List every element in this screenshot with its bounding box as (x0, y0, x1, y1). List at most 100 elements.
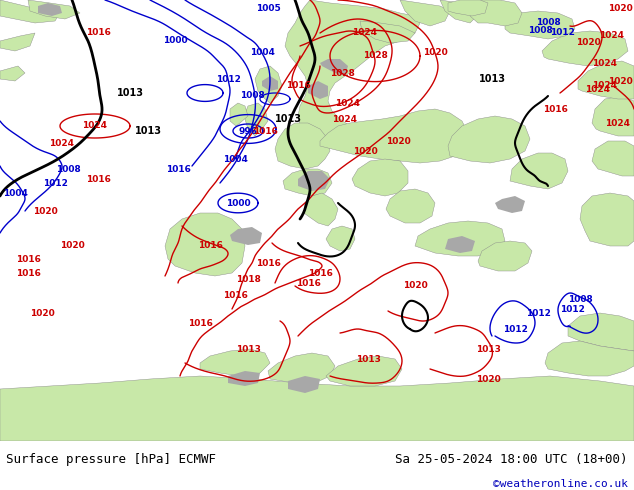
Text: 1016: 1016 (16, 269, 41, 277)
Text: 1012: 1012 (216, 74, 240, 83)
Polygon shape (495, 196, 525, 213)
Polygon shape (268, 353, 335, 383)
Text: 1024: 1024 (335, 98, 361, 107)
Polygon shape (230, 227, 262, 245)
Text: 1016: 1016 (252, 126, 278, 136)
Polygon shape (0, 376, 634, 441)
Text: 1004: 1004 (250, 49, 275, 57)
Text: 1020: 1020 (60, 242, 84, 250)
Text: 1013: 1013 (236, 344, 261, 353)
Polygon shape (0, 33, 35, 51)
Text: 1000: 1000 (226, 198, 250, 207)
Text: 1024: 1024 (49, 139, 75, 147)
Text: 1024: 1024 (605, 119, 630, 127)
Polygon shape (505, 11, 575, 39)
Polygon shape (542, 31, 628, 66)
Text: 1008: 1008 (536, 19, 560, 27)
Polygon shape (230, 103, 248, 126)
Polygon shape (386, 189, 435, 223)
Text: 1020: 1020 (353, 147, 377, 155)
Text: 1005: 1005 (256, 4, 280, 14)
Polygon shape (228, 371, 260, 386)
Text: 1013: 1013 (275, 114, 302, 124)
Text: 1013: 1013 (134, 126, 162, 136)
Text: 1020: 1020 (607, 76, 632, 85)
Text: 1018: 1018 (236, 274, 261, 284)
Text: 1012: 1012 (560, 304, 585, 314)
Text: 1012: 1012 (550, 28, 574, 38)
Polygon shape (445, 236, 475, 253)
Text: 1024: 1024 (593, 81, 618, 91)
Polygon shape (326, 226, 355, 251)
Polygon shape (592, 141, 634, 176)
Polygon shape (400, 0, 450, 26)
Text: 1024: 1024 (82, 122, 108, 130)
Polygon shape (244, 103, 268, 136)
Polygon shape (448, 116, 530, 163)
Text: 1020: 1020 (423, 49, 448, 57)
Text: 1020: 1020 (385, 137, 410, 146)
Text: 1016: 1016 (295, 278, 320, 288)
Text: 1016: 1016 (543, 104, 567, 114)
Text: 1016: 1016 (188, 318, 212, 327)
Text: 1016: 1016 (86, 28, 110, 38)
Text: 1028: 1028 (363, 51, 387, 60)
Polygon shape (285, 0, 420, 146)
Text: 1004: 1004 (223, 154, 247, 164)
Polygon shape (275, 123, 330, 169)
Text: 1012: 1012 (503, 324, 527, 334)
Polygon shape (298, 171, 330, 191)
Text: 1024: 1024 (586, 84, 611, 94)
Polygon shape (255, 66, 282, 103)
Text: 996: 996 (238, 126, 257, 136)
Polygon shape (38, 3, 62, 16)
Text: 1016: 1016 (198, 242, 223, 250)
Polygon shape (580, 193, 634, 246)
Text: Sa 25-05-2024 18:00 UTC (18+00): Sa 25-05-2024 18:00 UTC (18+00) (395, 453, 628, 466)
Polygon shape (415, 221, 505, 256)
Polygon shape (326, 356, 402, 386)
Text: 1020: 1020 (32, 206, 57, 216)
Polygon shape (470, 0, 522, 26)
Text: 1008: 1008 (240, 92, 264, 100)
Polygon shape (592, 96, 634, 136)
Polygon shape (478, 241, 532, 271)
Polygon shape (0, 66, 25, 81)
Text: Surface pressure [hPa] ECMWF: Surface pressure [hPa] ECMWF (6, 453, 216, 466)
Text: 1016: 1016 (165, 165, 190, 173)
Polygon shape (448, 0, 488, 16)
Text: 1016: 1016 (256, 259, 280, 268)
Text: 1020: 1020 (30, 309, 55, 318)
Text: 1013: 1013 (479, 74, 505, 84)
Polygon shape (200, 349, 270, 376)
Text: 1024: 1024 (600, 31, 624, 41)
Polygon shape (568, 313, 634, 351)
Text: ©weatheronline.co.uk: ©weatheronline.co.uk (493, 479, 628, 489)
Text: 1020: 1020 (403, 281, 427, 291)
Text: 1028: 1028 (330, 69, 354, 77)
Text: 1024: 1024 (332, 115, 358, 123)
Text: 1020: 1020 (576, 39, 600, 48)
Text: 1012: 1012 (42, 178, 67, 188)
Polygon shape (440, 0, 480, 23)
Polygon shape (510, 153, 568, 189)
Polygon shape (288, 376, 320, 393)
Text: 1016: 1016 (285, 81, 311, 91)
Text: 1016: 1016 (86, 174, 110, 183)
Text: 1008: 1008 (56, 165, 81, 173)
Polygon shape (28, 0, 80, 19)
Polygon shape (0, 0, 60, 23)
Polygon shape (545, 341, 634, 376)
Text: 1013: 1013 (117, 88, 143, 98)
Text: 1000: 1000 (163, 36, 187, 46)
Text: 1020: 1020 (476, 374, 500, 384)
Text: 1024: 1024 (593, 58, 618, 68)
Polygon shape (352, 159, 408, 196)
Text: 1013: 1013 (356, 354, 380, 364)
Polygon shape (320, 109, 468, 163)
Text: 1016: 1016 (307, 269, 332, 277)
Text: 1020: 1020 (607, 4, 632, 14)
Text: 1008: 1008 (527, 26, 552, 35)
Text: 1013: 1013 (476, 344, 500, 353)
Polygon shape (304, 193, 338, 226)
